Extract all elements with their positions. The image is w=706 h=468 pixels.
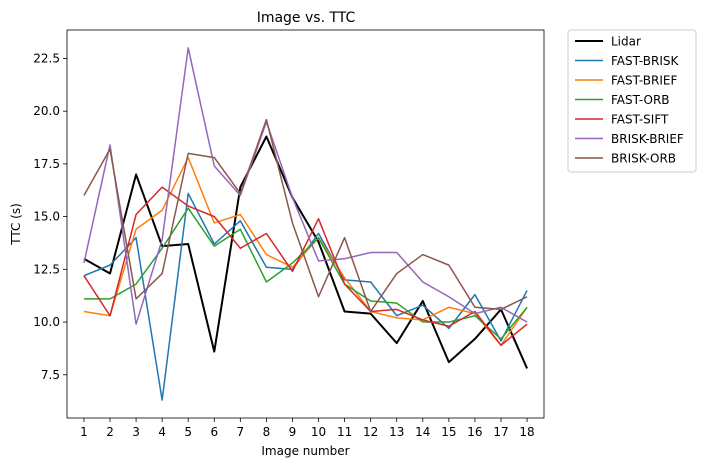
chart-title: Image vs. TTC: [257, 10, 356, 26]
legend-frame: [567, 29, 697, 173]
x-tick-label: 18: [519, 425, 534, 439]
y-tick-label: 15.0: [33, 210, 60, 224]
series-line-2-fast-brief: [83, 156, 528, 346]
y-axis-label: TTC (s): [9, 203, 23, 246]
x-tick-label: 7: [237, 425, 245, 439]
series-line-1-fast-brisk: [83, 192, 528, 401]
x-tick-label: 11: [337, 425, 352, 439]
x-tick-label: 12: [363, 425, 378, 439]
y-tick-label: 20.0: [33, 104, 60, 118]
x-tick-label: 15: [441, 425, 456, 439]
legend-label: FAST-BRISK: [611, 54, 679, 68]
x-tick-label: 13: [389, 425, 404, 439]
plot-layer: [83, 47, 528, 401]
x-tick-label: 10: [311, 425, 326, 439]
x-axis-label: Image number: [261, 444, 349, 458]
series-line-6-brisk-orb: [83, 118, 528, 313]
x-tick-label: 6: [210, 425, 218, 439]
x-tick-label: 14: [415, 425, 430, 439]
x-tick-label: 1: [80, 425, 88, 439]
x-tick-label: 9: [289, 425, 297, 439]
y-tick-label: 22.5: [33, 51, 60, 65]
y-tick-label: 12.5: [33, 262, 60, 276]
plot-frame: [66, 29, 545, 419]
x-tick-label: 16: [467, 425, 482, 439]
legend-label: FAST-SIFT: [611, 113, 669, 127]
x-tick-label: 4: [158, 425, 166, 439]
legend-label: FAST-ORB: [611, 93, 670, 107]
legend: Lidar FAST-BRISK FAST-BRIEF FAST-ORB FAST-SI…: [567, 29, 697, 173]
x-tick-label: 2: [106, 425, 114, 439]
x-tick-label: 8: [263, 425, 271, 439]
x-tick-label: 3: [132, 425, 140, 439]
series-line-5-brisk-brief: [83, 47, 528, 325]
axes-layer: 1 2 3 4 5 6 7 8 9 10 11 12 13 14 15 16 17 187.510.012.515…: [33, 29, 545, 439]
legend-label: BRISK-ORB: [611, 152, 676, 166]
y-tick-label: 17.5: [33, 157, 60, 171]
legend-label: BRISK-BRIEF: [611, 132, 684, 146]
x-tick-label: 5: [184, 425, 192, 439]
y-tick-label: 7.5: [41, 368, 60, 382]
series-line-0-lidar: [83, 135, 528, 369]
legend-label: FAST-BRIEF: [611, 74, 677, 88]
y-tick-label: 10.0: [33, 315, 60, 329]
legend-label: Lidar: [611, 35, 641, 49]
series-line-4-fast-sift: [83, 186, 528, 346]
x-tick-label: 17: [493, 425, 508, 439]
